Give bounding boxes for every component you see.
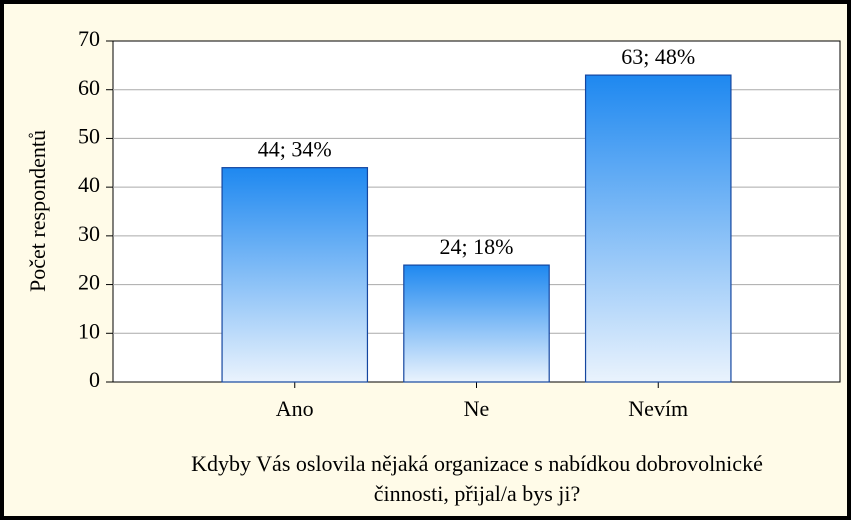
x-axis-label: činnosti, přijal/a bys ji?: [374, 481, 581, 506]
y-axis-label: Počet respondentů: [25, 130, 50, 292]
x-tick-label: Ne: [464, 396, 490, 421]
data-label: 24; 18%: [440, 234, 514, 259]
x-axis-label: Kdyby Vás oslovila nějaká organizace s n…: [191, 451, 763, 476]
y-tick-label: 40: [78, 172, 100, 197]
y-tick-label: 60: [78, 75, 100, 100]
y-tick-label: 50: [78, 123, 100, 148]
y-tick-label: 0: [89, 367, 100, 392]
bar: [584, 74, 732, 383]
bar: [403, 264, 550, 383]
x-tick-label: Ano: [276, 396, 314, 421]
data-label: 63; 48%: [621, 44, 695, 69]
y-tick-label: 20: [78, 270, 100, 295]
y-tick-label: 30: [78, 221, 100, 246]
data-label: 44; 34%: [258, 137, 332, 162]
x-tick-label: Nevím: [628, 396, 688, 421]
bar: [221, 167, 369, 383]
y-tick-label: 10: [78, 318, 100, 343]
y-tick-label: 70: [78, 26, 100, 51]
